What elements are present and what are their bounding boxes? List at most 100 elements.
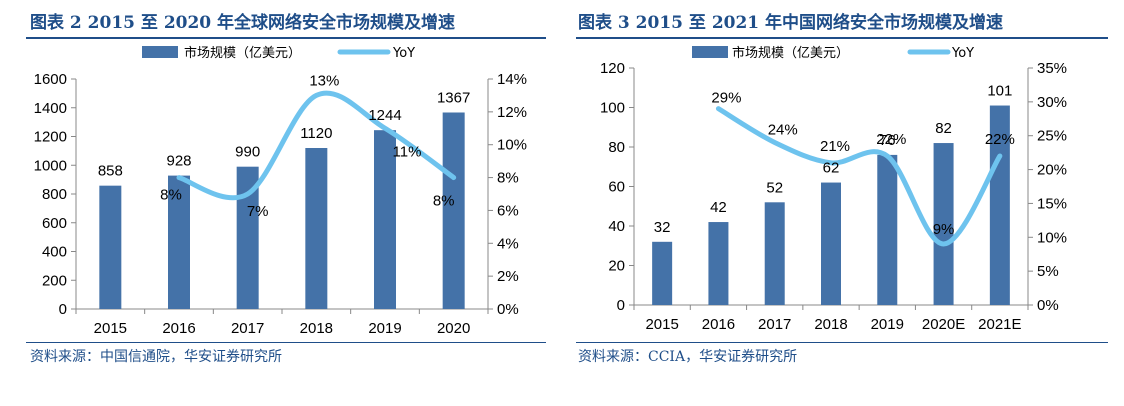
bar	[989, 105, 1010, 306]
legend-line-label: YoY	[951, 46, 974, 61]
bar-value-label: 1120	[300, 125, 332, 142]
x-category-label: 2018	[814, 316, 847, 333]
x-category-label: 2015	[645, 316, 678, 333]
y-tick-label: 1400	[34, 100, 67, 117]
bar	[708, 222, 729, 305]
x-category-label: 2017	[758, 316, 791, 333]
x-category-label: 2018	[300, 320, 333, 337]
x-category-label: 2016	[162, 320, 195, 337]
x-category-label: 2020	[437, 320, 470, 337]
y2-tick-label: 0%	[1037, 297, 1059, 314]
y-tick-label: 400	[42, 244, 67, 261]
title-divider	[26, 37, 546, 39]
bar-value-label: 42	[710, 199, 727, 216]
yoy-value-label: 8%	[160, 187, 182, 204]
yoy-value-label: 22%	[985, 131, 1015, 148]
y2-tick-label: 6%	[497, 202, 519, 219]
legend-bar-label: 市场规模（亿美元）	[184, 45, 301, 61]
yoy-value-label: 29%	[711, 90, 741, 107]
y2-tick-label: 35%	[1037, 60, 1067, 77]
global-market-chart: 市场规模（亿美元） YoY 0 200 400 600 800 1000 1200 1400 160…	[34, 45, 527, 337]
bar-value-label: 76	[879, 132, 896, 149]
y-tick-label: 100	[600, 100, 625, 117]
y2-tick-label: 2%	[497, 268, 519, 285]
y-tick-label: 120	[600, 60, 625, 77]
china-market-chart: 市场规模（亿美元） YoY 0 20 40 60 80 100 120 0% 5% 10% 15% 20%…	[600, 45, 1067, 333]
bar	[764, 202, 785, 305]
bar-value-label: 1244	[368, 107, 401, 124]
yoy-value-label: 11%	[393, 143, 422, 160]
x-category-label: 2019	[368, 320, 401, 337]
x-category-label: 2021E	[978, 316, 1021, 333]
y-tick-label: 200	[42, 272, 67, 289]
bar-value-label: 990	[235, 144, 260, 161]
y2-tick-label: 10%	[497, 137, 527, 154]
yoy-line	[715, 106, 1003, 247]
right-figure-panel: 图表 3 2015 至 2021 年中国网络安全市场规模及增速 市场规模（亿美元…	[574, 0, 1124, 406]
bar	[933, 143, 954, 305]
bar-value-label: 928	[166, 153, 191, 170]
yoy-line	[176, 90, 457, 201]
y-tick-label: 1200	[34, 129, 67, 146]
y-tick-label: 1600	[34, 71, 67, 88]
title-divider	[576, 37, 1108, 39]
bar	[99, 185, 122, 309]
y2-tick-label: 12%	[497, 104, 527, 121]
bar	[652, 241, 673, 305]
yoy-value-label: 21%	[820, 138, 850, 155]
y-tick-label: 60	[608, 179, 625, 196]
y-tick-label: 1000	[34, 157, 67, 174]
legend-line-label: YoY	[392, 46, 415, 61]
legend-bar-label: 市场规模（亿美元）	[732, 45, 849, 61]
y2-tick-label: 20%	[1037, 162, 1067, 179]
x-category-label: 2020E	[922, 316, 965, 333]
bar-value-label: 52	[766, 179, 783, 196]
bar	[168, 175, 190, 309]
x-category-label: 2015	[94, 320, 127, 337]
figure-title: 图表 2 2015 至 2020 年全球网络安全市场规模及增速	[30, 13, 456, 33]
y-tick-label: 600	[42, 215, 67, 232]
bar-value-label: 101	[987, 83, 1012, 100]
bar-value-label: 62	[823, 160, 840, 177]
bar	[236, 166, 259, 309]
y-tick-label: 20	[608, 258, 625, 275]
y-tick-label: 800	[42, 186, 67, 203]
y2-tick-label: 5%	[1037, 263, 1059, 280]
x-category-label: 2016	[702, 316, 735, 333]
y2-tick-label: 15%	[1037, 195, 1067, 212]
yoy-value-label: 8%	[433, 193, 455, 210]
x-category-label: 2017	[231, 320, 264, 337]
y2-tick-label: 30%	[1037, 94, 1067, 111]
y2-tick-label: 10%	[1037, 229, 1067, 246]
yoy-value-label: 7%	[247, 203, 269, 220]
bar-value-label: 32	[654, 219, 671, 236]
source-divider	[576, 342, 1108, 343]
source-note: 资料来源：CCIA，华安证券研究所	[578, 349, 798, 365]
y-tick-label: 0	[59, 301, 67, 318]
y2-tick-label: 0%	[497, 301, 519, 318]
bar	[821, 182, 841, 305]
y2-tick-label: 25%	[1037, 128, 1067, 145]
bar-value-label: 82	[935, 120, 952, 137]
yoy-value-label: 22%	[876, 131, 906, 148]
legend-bar-swatch	[692, 46, 728, 58]
bar	[374, 130, 396, 309]
x-category-label: 2019	[871, 316, 904, 333]
bar	[442, 112, 465, 310]
bar-value-label: 1367	[437, 89, 470, 106]
y2-tick-label: 4%	[497, 235, 519, 252]
source-divider	[26, 342, 546, 343]
left-figure-panel: 图表 2 2015 至 2020 年全球网络安全市场规模及增速 市场规模（亿美元…	[0, 0, 560, 406]
bar	[877, 154, 898, 305]
y-tick-label: 80	[608, 139, 625, 156]
bar-value-label: 858	[98, 163, 123, 180]
yoy-value-label: 13%	[309, 72, 339, 89]
figure-title: 图表 3 2015 至 2021 年中国网络安全市场规模及增速	[578, 13, 1004, 33]
source-note: 资料来源：中国信通院，华安证券研究所	[30, 349, 282, 365]
legend-bar-swatch	[142, 46, 178, 58]
y2-tick-label: 8%	[497, 170, 519, 187]
y2-tick-label: 14%	[497, 71, 527, 88]
y-tick-label: 0	[617, 297, 625, 314]
yoy-value-label: 24%	[768, 121, 798, 138]
y-tick-label: 40	[608, 218, 625, 235]
